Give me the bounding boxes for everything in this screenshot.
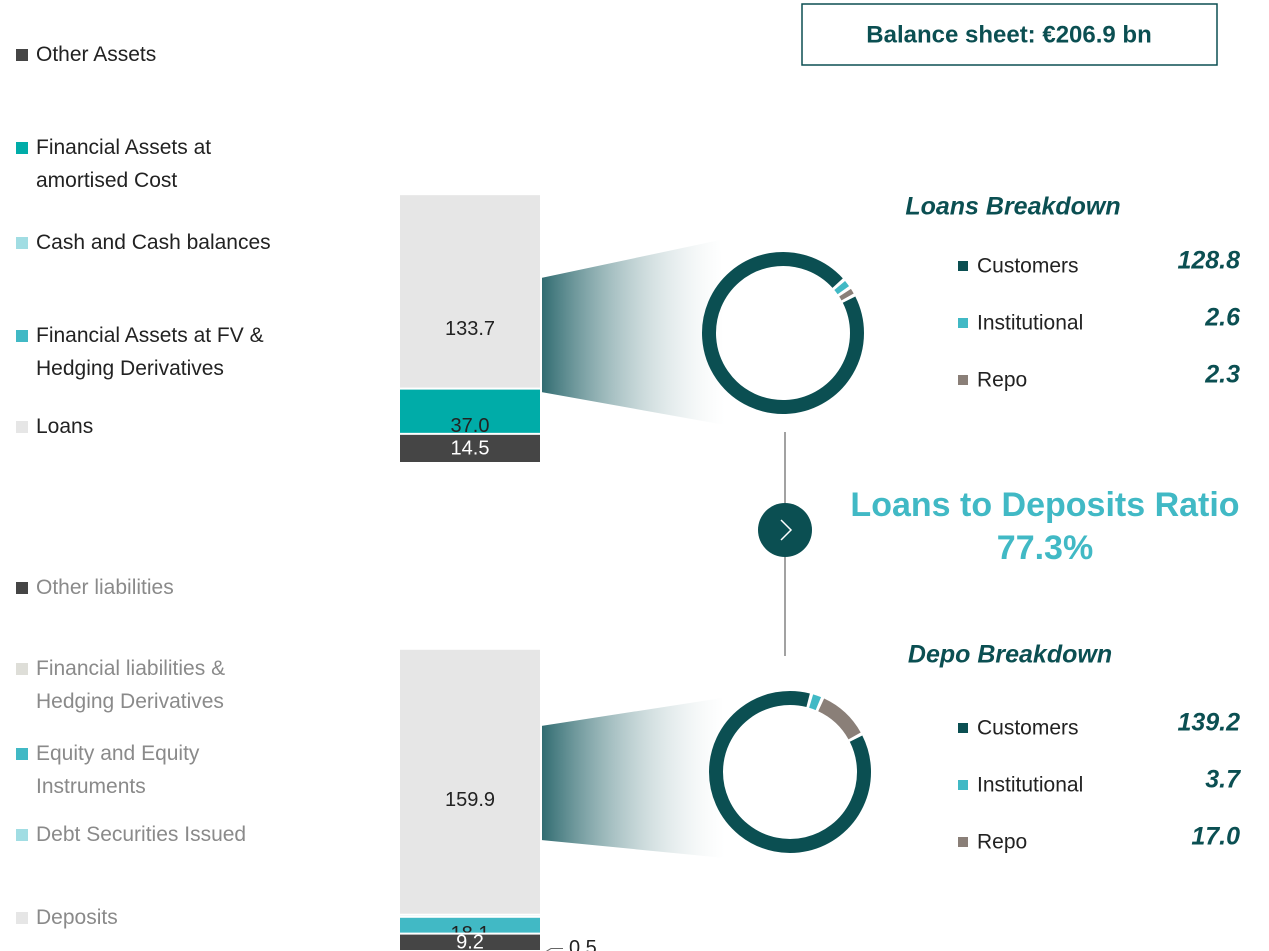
legend-swatch (16, 421, 28, 433)
legend-swatch (16, 829, 28, 841)
legend-swatch (958, 318, 968, 328)
legend-item: Other liabilities (16, 571, 298, 604)
legend-label: Repo (977, 369, 1027, 392)
legend-label: Other Assets (36, 43, 157, 66)
legend-label: Customers (977, 717, 1079, 740)
legend-item: Equity and Equity Instruments (16, 737, 298, 803)
legend-item: Debt Securities Issued (16, 818, 298, 851)
value-label: 9.2 (456, 932, 484, 951)
legend-label: Deposits (36, 906, 118, 929)
ratio-icon (758, 503, 812, 557)
donut-slice (809, 694, 822, 711)
donut-slice (839, 288, 854, 301)
value-label: 37.0 (451, 415, 490, 437)
value-label: 133.7 (445, 318, 495, 340)
legend-item: Other Assets (16, 38, 298, 71)
value-label: 14.5 (451, 438, 490, 460)
legend-swatch (16, 582, 28, 594)
legend-swatch (16, 49, 28, 61)
legend-item: Loans (16, 410, 298, 443)
breakdown-value: 2.6 (1204, 304, 1241, 332)
breakdown-value: 3.7 (1205, 766, 1241, 794)
legend-label: Loans (36, 415, 94, 438)
ratio-title: Loans to Deposits Ratio (850, 486, 1239, 524)
balance-box (801, 3, 1218, 66)
legend-swatch (16, 912, 28, 924)
legend-item: Cash and Cash balances (16, 226, 298, 259)
legend-label: Equity and Equity Instruments (36, 742, 200, 798)
balance-sheet: Balance sheet: €206.9 bn (866, 21, 1151, 48)
legend-label: Financial Assets at amortised Cost (36, 136, 212, 192)
legend-swatch (16, 237, 28, 249)
legend-label: Institutional (977, 312, 1083, 335)
legend-swatch (16, 663, 28, 675)
leader-line (545, 948, 563, 951)
legend-label: Customers (977, 255, 1079, 278)
donut-slice (709, 691, 871, 853)
breakdown-title: Depo Breakdown (908, 641, 1112, 669)
breakdown-title: Loans Breakdown (905, 193, 1120, 221)
legend-label: Financial liabilities & Hedging Derivati… (36, 657, 226, 713)
legend-swatch (958, 780, 968, 790)
legend-label: Institutional (977, 774, 1083, 797)
funnel (541, 240, 725, 425)
bar-segment (398, 932, 542, 951)
legend-swatch (958, 261, 968, 271)
legend-swatch (958, 723, 968, 733)
donut-slice (702, 252, 864, 414)
breakdown-value: 128.8 (1177, 247, 1240, 275)
legend-swatch (16, 330, 28, 342)
value-label: 159.9 (445, 789, 495, 811)
donut-slice (834, 280, 850, 295)
legend-item: Financial Assets at amortised Cost (16, 131, 298, 197)
legend-swatch (16, 748, 28, 760)
legend-label: Other liabilities (36, 576, 174, 599)
legend-item: Financial liabilities & Hedging Derivati… (16, 652, 298, 718)
bar-segment (398, 647, 542, 951)
legend-swatch (958, 375, 968, 385)
legend-label: Repo (977, 831, 1027, 854)
legend-label: Debt Securities Issued (36, 823, 247, 846)
value-label: 0.5 (569, 937, 597, 951)
legend-label: Cash and Cash balances (36, 231, 271, 254)
legend-item: Financial Assets at FV & Hedging Derivat… (16, 319, 298, 385)
ratio-value: 77.3% (997, 529, 1093, 567)
legend-label: Financial Assets at FV & Hedging Derivat… (36, 324, 264, 380)
breakdown-value: 2.3 (1204, 361, 1240, 389)
donut-slice (817, 698, 861, 740)
chevron (780, 519, 793, 541)
legend-item: Deposits (16, 901, 298, 934)
breakdown-value: 139.2 (1177, 709, 1240, 737)
funnel (541, 698, 725, 858)
legend-swatch (958, 837, 968, 847)
legend-swatch (16, 142, 28, 154)
bar-segment (398, 432, 542, 465)
breakdown-value: 17.0 (1191, 823, 1240, 851)
